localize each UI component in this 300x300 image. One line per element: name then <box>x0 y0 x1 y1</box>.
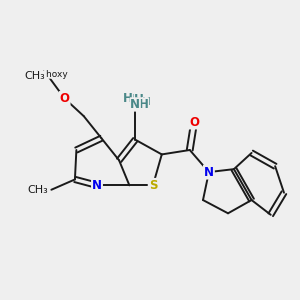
Text: O: O <box>60 92 70 105</box>
Text: N: N <box>92 179 102 192</box>
Text: NH: NH <box>125 93 145 106</box>
Text: methoxy: methoxy <box>28 70 68 79</box>
Text: H: H <box>139 98 148 111</box>
Text: CH₃: CH₃ <box>25 71 46 81</box>
Text: N: N <box>130 98 140 111</box>
Text: H: H <box>123 92 133 105</box>
Text: S: S <box>149 179 157 192</box>
Text: H: H <box>142 97 151 107</box>
Text: CH₃: CH₃ <box>28 185 48 195</box>
Text: N: N <box>204 166 214 178</box>
Text: O: O <box>189 116 199 128</box>
